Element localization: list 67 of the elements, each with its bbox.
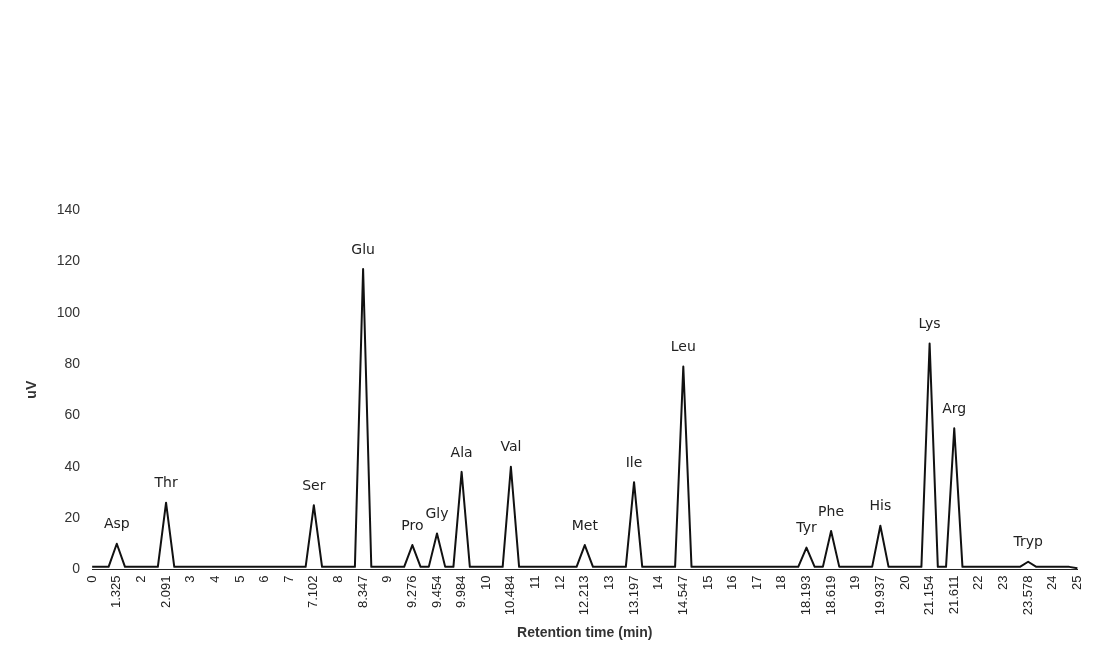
x-tick-label: 17: [748, 575, 764, 590]
x-tick-label: 8: [330, 575, 346, 583]
y-tick-label: 60: [64, 406, 81, 423]
x-tick-label: 11: [527, 575, 543, 589]
x-tick-label: 23.578: [1019, 575, 1035, 616]
x-tick-label: 2.091: [157, 575, 173, 608]
y-tick-label: 140: [56, 200, 81, 217]
annotation: Glu: [351, 240, 375, 257]
x-tick-label: 1.325: [108, 575, 124, 608]
x-tick-label: 23: [995, 575, 1011, 590]
annotation: Tryp: [1012, 533, 1043, 550]
annotation: Leu: [670, 338, 696, 355]
annotation: Thr: [153, 474, 178, 491]
x-tick-label: 9: [379, 575, 395, 583]
x-tick-label: 12: [551, 575, 567, 590]
x-tick-label: 12.213: [576, 575, 592, 616]
x-tick-label: 10.484: [502, 575, 518, 616]
y-tick-label: 100: [56, 303, 81, 320]
x-tick-label: 15: [699, 575, 715, 590]
x-tick-label: 14.547: [674, 575, 690, 616]
y-tick-label: 80: [64, 354, 81, 371]
y-tick-label: 120: [56, 252, 81, 269]
x-tick-label: 2: [133, 575, 148, 583]
y-axis-title: uV: [23, 380, 40, 399]
annotation: Phe: [818, 502, 845, 519]
x-tick-label: 19.937: [871, 575, 887, 616]
x-tick-label: 9.276: [403, 575, 419, 608]
annotation: Asp: [103, 515, 130, 532]
x-tick-label: 0: [83, 575, 99, 583]
annotation: Met: [571, 516, 599, 533]
annotation: Tyr: [795, 519, 817, 536]
annotation: Val: [500, 438, 522, 455]
x-tick-label: 16: [724, 575, 740, 590]
x-tick-label: 9.454: [428, 575, 444, 608]
x-tick-label: 24: [1044, 575, 1060, 590]
x-tick-label: 7.102: [305, 575, 321, 608]
x-tick-label: 13: [600, 575, 616, 590]
x-tick-label: 13.197: [625, 575, 641, 616]
x-tick-label: 18.619: [822, 575, 838, 616]
annotation: His: [869, 497, 892, 514]
x-tick-label: 18.193: [798, 575, 814, 616]
annotation: Ser: [302, 476, 326, 493]
annotation: Ala: [450, 443, 473, 460]
annotation: Ile: [625, 453, 643, 470]
x-tick-label: 7: [280, 575, 296, 583]
annotation: Pro: [401, 516, 424, 533]
x-tick-label: 6: [256, 575, 272, 583]
x-tick-label: 21.611: [945, 575, 961, 615]
x-tick-label: 19: [847, 575, 863, 590]
annotation: Arg: [942, 399, 967, 416]
x-axis-title: Retention time (min): [517, 624, 653, 641]
x-tick-label: 10: [477, 575, 493, 590]
x-tick-label: 18: [773, 575, 789, 590]
x-tick-label: 8.347: [354, 575, 370, 608]
x-tick-label: 5: [231, 575, 247, 583]
x-tick-label: 9.984: [453, 575, 469, 608]
x-tick-label: 3: [182, 575, 198, 583]
annotation: Gly: [425, 505, 449, 522]
annotation: Lys: [918, 315, 941, 332]
x-tick-label: 4: [206, 575, 222, 583]
y-tick-label: 40: [64, 457, 81, 474]
x-tick-label: 14: [650, 575, 666, 590]
x-tick-label: 21.154: [921, 575, 937, 616]
x-tick-label: 22: [970, 575, 986, 590]
x-tick-label: 20: [896, 575, 912, 590]
x-tick-label: 25: [1068, 575, 1084, 590]
y-tick-label: 20: [64, 508, 81, 525]
